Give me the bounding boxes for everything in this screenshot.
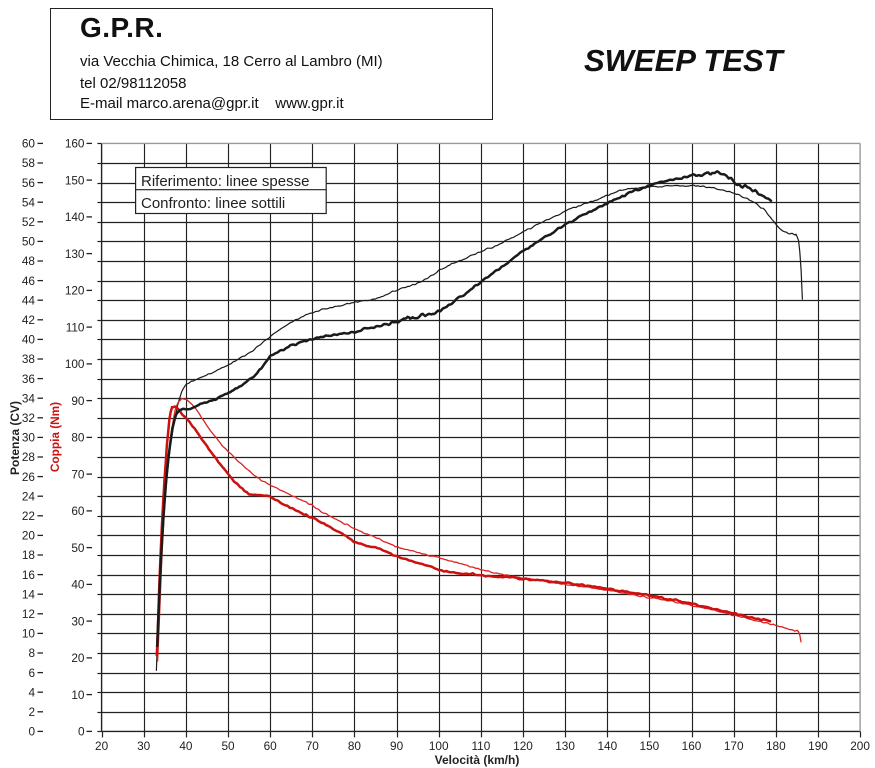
svg-text:110: 110: [66, 320, 85, 334]
svg-text:0: 0: [78, 725, 85, 739]
svg-text:42: 42: [22, 313, 35, 327]
svg-text:24: 24: [22, 489, 36, 503]
svg-text:54: 54: [22, 195, 36, 209]
svg-text:90: 90: [390, 739, 404, 753]
svg-text:60: 60: [22, 137, 36, 151]
svg-text:200: 200: [850, 739, 870, 753]
svg-text:30: 30: [22, 431, 36, 445]
svg-text:140: 140: [65, 210, 85, 224]
svg-text:160: 160: [682, 739, 702, 753]
svg-text:14: 14: [22, 587, 36, 601]
svg-text:50: 50: [22, 235, 36, 249]
svg-text:4: 4: [28, 685, 35, 699]
svg-text:110: 110: [471, 739, 490, 753]
svg-text:0: 0: [28, 725, 35, 739]
svg-text:Riferimento: linee spesse: Riferimento: linee spesse: [141, 173, 309, 190]
svg-text:22: 22: [22, 509, 35, 523]
svg-text:34: 34: [22, 391, 36, 405]
svg-text:80: 80: [71, 431, 85, 445]
svg-text:120: 120: [513, 739, 533, 753]
svg-text:10: 10: [71, 688, 85, 702]
svg-text:60: 60: [71, 504, 85, 518]
svg-text:150: 150: [65, 173, 85, 187]
svg-text:10: 10: [22, 627, 36, 641]
svg-text:130: 130: [555, 739, 575, 753]
svg-text:70: 70: [306, 739, 320, 753]
svg-text:52: 52: [22, 215, 35, 229]
svg-text:150: 150: [640, 739, 660, 753]
svg-text:180: 180: [766, 739, 786, 753]
svg-text:100: 100: [65, 357, 85, 371]
svg-text:Potenza (CV): Potenza (CV): [8, 401, 22, 475]
svg-text:26: 26: [22, 470, 36, 484]
svg-text:16: 16: [22, 568, 36, 582]
svg-text:90: 90: [71, 394, 85, 408]
svg-text:48: 48: [22, 254, 36, 268]
svg-text:60: 60: [264, 739, 278, 753]
svg-text:46: 46: [22, 274, 36, 288]
svg-text:2: 2: [28, 705, 35, 719]
svg-text:30: 30: [71, 614, 85, 628]
svg-text:36: 36: [22, 372, 36, 386]
svg-text:20: 20: [95, 739, 109, 753]
svg-text:Confronto: linee sottili: Confronto: linee sottili: [141, 195, 285, 212]
svg-text:170: 170: [724, 739, 744, 753]
svg-text:80: 80: [348, 739, 362, 753]
svg-text:70: 70: [71, 467, 85, 481]
svg-text:30: 30: [137, 739, 151, 753]
svg-text:18: 18: [22, 548, 36, 562]
svg-text:140: 140: [597, 739, 617, 753]
svg-text:20: 20: [22, 529, 36, 543]
svg-text:40: 40: [71, 578, 85, 592]
svg-text:8: 8: [28, 646, 35, 660]
svg-text:50: 50: [71, 541, 85, 555]
svg-text:28: 28: [22, 450, 36, 464]
svg-text:190: 190: [808, 739, 828, 753]
svg-text:40: 40: [22, 333, 36, 347]
svg-text:Coppia (Nm): Coppia (Nm): [48, 402, 62, 472]
svg-text:160: 160: [65, 137, 85, 151]
svg-text:50: 50: [221, 739, 235, 753]
svg-text:56: 56: [22, 176, 36, 190]
svg-text:32: 32: [22, 411, 35, 425]
svg-text:12: 12: [22, 607, 35, 621]
svg-text:38: 38: [22, 352, 36, 366]
svg-text:Velocità (km/h): Velocità (km/h): [435, 753, 520, 767]
svg-text:44: 44: [22, 293, 36, 307]
svg-text:100: 100: [429, 739, 449, 753]
svg-text:6: 6: [28, 666, 35, 680]
svg-text:130: 130: [65, 247, 85, 261]
svg-text:120: 120: [65, 284, 85, 298]
svg-text:58: 58: [22, 156, 36, 170]
svg-text:20: 20: [71, 651, 85, 665]
svg-text:40: 40: [179, 739, 193, 753]
